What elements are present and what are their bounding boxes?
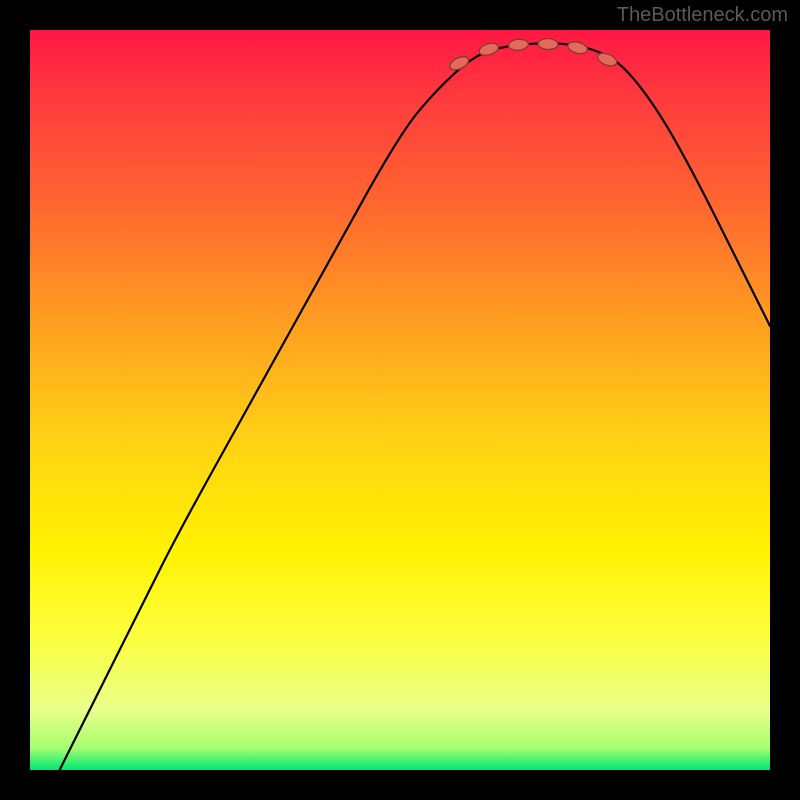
curve-marker-group bbox=[538, 38, 559, 50]
bottleneck-chart bbox=[30, 30, 770, 770]
watermark-text: TheBottleneck.com bbox=[617, 4, 788, 27]
chart-background bbox=[30, 30, 770, 770]
chart-svg bbox=[30, 30, 770, 770]
curve-marker bbox=[538, 38, 559, 50]
